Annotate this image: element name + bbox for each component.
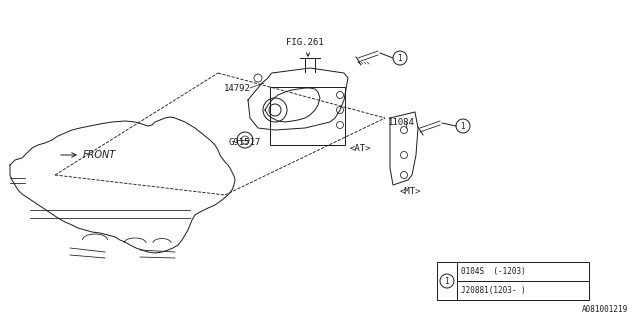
Text: 1: 1 [397, 53, 403, 62]
Text: 0104S  (-1203): 0104S (-1203) [461, 268, 525, 276]
Text: 1: 1 [461, 122, 465, 131]
Text: FRONT: FRONT [83, 150, 116, 160]
Bar [437, 262, 589, 300]
Text: 1: 1 [445, 276, 449, 285]
Text: G91517: G91517 [228, 138, 260, 147]
Bar [270, 87, 345, 145]
Text: FIG.261: FIG.261 [286, 37, 324, 46]
Text: <AT>: <AT> [350, 143, 371, 153]
Text: 14792: 14792 [224, 84, 251, 92]
Text: 11084: 11084 [388, 117, 415, 126]
Text: A081001219: A081001219 [582, 305, 628, 314]
Text: <MT>: <MT> [400, 188, 422, 196]
Text: J20881(1203- ): J20881(1203- ) [461, 286, 525, 295]
